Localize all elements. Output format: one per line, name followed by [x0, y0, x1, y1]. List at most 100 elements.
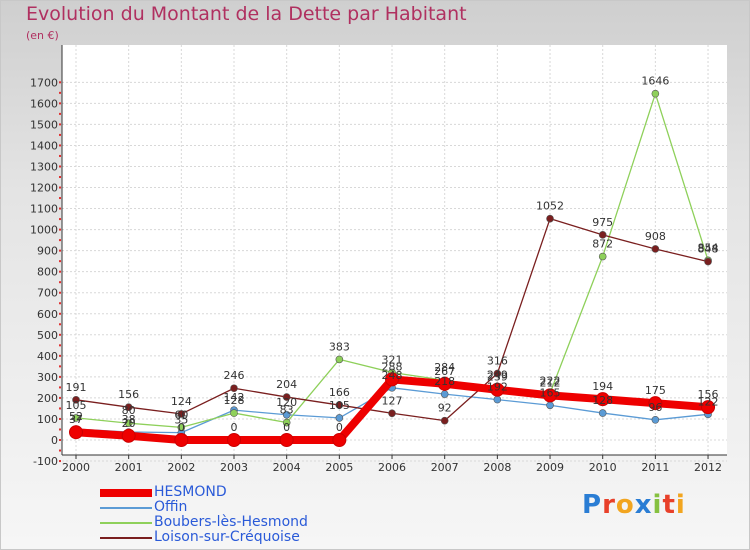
data-label: 321: [382, 353, 403, 366]
data-point: [282, 410, 291, 419]
data-label: 142: [224, 391, 245, 404]
y-minor-tick: [59, 207, 61, 210]
data-label: 83: [280, 404, 294, 417]
legend-label-offin: Offin: [154, 499, 188, 515]
data-point: [124, 419, 133, 427]
data-point: [437, 376, 452, 391]
data-point: [230, 409, 238, 417]
data-label: 128: [592, 394, 613, 407]
x-tick-label: 2002: [167, 461, 195, 474]
data-label: 20: [122, 417, 136, 430]
data-label: 105: [66, 399, 87, 412]
data-label: 383: [329, 340, 350, 353]
y-minor-tick: [59, 428, 61, 431]
data-point: [598, 409, 607, 417]
y-tick-label: 200: [37, 392, 58, 405]
data-label: 248: [382, 369, 403, 382]
data-point: [282, 393, 291, 401]
data-point: [227, 433, 242, 447]
data-label: 124: [171, 395, 192, 408]
y-tick-label: 400: [37, 350, 58, 363]
data-label: 212: [540, 376, 561, 389]
y-minor-tick: [59, 102, 61, 105]
data-label: 288: [382, 360, 403, 373]
y-tick-label: 1100: [30, 203, 58, 216]
data-point: [335, 355, 344, 364]
brand-letter: x: [634, 490, 653, 520]
x-tick-label: 2005: [325, 461, 353, 474]
data-label: 239: [487, 371, 508, 384]
y-tick-label: 500: [37, 329, 58, 342]
y-minor-tick: [59, 176, 61, 178]
data-point: [543, 388, 558, 403]
data-label: 1646: [641, 75, 669, 88]
data-label: 128: [224, 394, 245, 407]
x-tick-label: 2004: [273, 461, 301, 474]
y-minor-tick: [59, 112, 61, 115]
y-minor-tick: [59, 439, 61, 441]
data-label: 0: [336, 421, 343, 434]
data-point: [174, 433, 189, 447]
y-minor-tick: [59, 123, 61, 126]
brand-letter: i: [675, 490, 686, 520]
data-point: [282, 418, 291, 427]
y-minor-tick: [59, 239, 61, 242]
y-minor-tick: [59, 407, 61, 410]
y-tick-label: 700: [37, 287, 58, 300]
brand-letter: t: [662, 490, 676, 520]
y-tick-label: 900: [37, 245, 58, 258]
chart-title: Evolution du Montant de la Dette par Hab…: [26, 3, 467, 25]
data-label: 175: [645, 384, 666, 397]
data-point: [121, 428, 136, 443]
data-label: 52: [69, 410, 83, 423]
y-tick-label: 1700: [30, 76, 58, 89]
y-minor-tick: [59, 260, 61, 263]
data-label: 194: [592, 380, 613, 393]
data-point: [490, 382, 505, 397]
data-point: [493, 395, 502, 404]
x-tick-label: 2012: [694, 461, 722, 474]
legend-swatch-offin: [100, 507, 152, 509]
x-tick-label: 2008: [483, 461, 511, 474]
data-point: [598, 252, 607, 261]
data-label: 246: [224, 369, 245, 382]
y-minor-tick: [59, 144, 61, 147]
data-point: [279, 433, 294, 447]
y-tick-label: 1500: [30, 118, 58, 131]
data-point: [595, 392, 610, 407]
data-label: 249: [487, 369, 508, 382]
data-point: [124, 403, 133, 411]
y-minor-tick: [59, 81, 61, 84]
y-minor-tick: [59, 218, 61, 221]
data-point: [651, 245, 660, 253]
data-point: [177, 423, 186, 432]
y-minor-tick: [59, 228, 61, 231]
legend-label-loison: Loison-sur-Créquoise: [154, 529, 300, 545]
y-tick-label: 800: [37, 266, 58, 279]
legend-label-boubers: Boubers-lès-Hesmond: [154, 514, 308, 530]
data-label: 80: [122, 404, 136, 417]
data-label: 60: [174, 408, 188, 421]
legend-swatch-hesmond: [100, 489, 152, 497]
data-point: [440, 390, 449, 398]
data-point: [648, 396, 663, 411]
data-point: [440, 416, 449, 425]
legend-swatch-boubers: [100, 522, 152, 524]
data-label: 92: [438, 402, 452, 415]
x-tick-label: 2010: [589, 461, 617, 474]
y-minor-tick: [59, 197, 61, 200]
y-minor-tick: [59, 386, 61, 389]
data-label: 0: [283, 421, 290, 434]
x-tick-label: 2003: [220, 461, 248, 474]
x-tick-label: 2011: [641, 461, 669, 474]
y-minor-tick: [59, 133, 61, 136]
x-tick-label: 2000: [62, 461, 90, 474]
y-minor-tick: [59, 165, 61, 168]
y-tick-label: 0: [51, 434, 58, 447]
data-label: 120: [276, 396, 297, 409]
proxiti-logo: Proxiti: [582, 490, 686, 520]
data-label: 37: [69, 413, 83, 426]
data-point: [177, 410, 186, 418]
y-minor-tick: [59, 154, 61, 157]
